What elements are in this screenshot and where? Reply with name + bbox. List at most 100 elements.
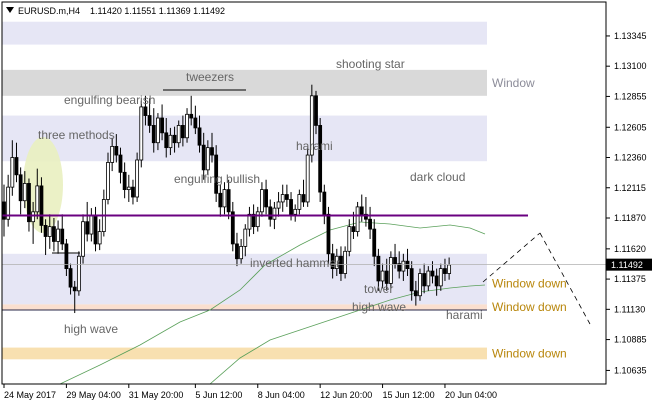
candle-body-bull bbox=[126, 186, 131, 191]
pattern-label: harami bbox=[296, 139, 333, 153]
candle-body-bull bbox=[418, 273, 422, 297]
pattern-label: engulfing bearish bbox=[64, 93, 155, 107]
candle bbox=[97, 219, 102, 251]
candle-body-bear bbox=[180, 125, 185, 139]
candle bbox=[297, 189, 302, 215]
candle-body-bull bbox=[280, 194, 285, 203]
plot-frame bbox=[1, 1, 607, 385]
candle bbox=[235, 232, 239, 267]
candle-body-bull bbox=[22, 183, 27, 202]
y-tick-label: 1.10635 bbox=[614, 365, 647, 375]
zone-band bbox=[2, 304, 487, 310]
candle-body-bull bbox=[426, 270, 431, 287]
candle-body-bear bbox=[201, 144, 206, 171]
candle bbox=[384, 258, 389, 291]
candle bbox=[43, 219, 48, 256]
candle-body-bear bbox=[230, 211, 235, 245]
candle-body-bull bbox=[205, 147, 210, 171]
candle bbox=[309, 84, 314, 163]
y-tick-label: 1.12605 bbox=[614, 122, 647, 132]
zone-label: Window down bbox=[492, 300, 567, 314]
candle bbox=[305, 147, 310, 207]
candle bbox=[284, 184, 289, 207]
candle-body-bear bbox=[85, 221, 90, 235]
candle bbox=[301, 179, 306, 207]
candle bbox=[293, 204, 298, 222]
candle-body-bear bbox=[60, 228, 65, 245]
candle-body-bull bbox=[388, 257, 393, 284]
candle bbox=[255, 206, 260, 232]
x-tick-label: 24 May 2017 bbox=[4, 390, 56, 400]
candle-body-bear bbox=[443, 268, 447, 274]
candle bbox=[180, 115, 185, 147]
current-price-box bbox=[606, 258, 652, 271]
candle bbox=[434, 268, 439, 296]
candle bbox=[122, 162, 127, 199]
candle bbox=[31, 201, 36, 244]
candle bbox=[6, 174, 11, 227]
candle bbox=[205, 140, 210, 175]
candle bbox=[197, 115, 202, 153]
candle-body-bull bbox=[135, 159, 140, 198]
candle bbox=[172, 126, 177, 153]
candle bbox=[164, 118, 169, 158]
candle-body-bear bbox=[218, 192, 223, 208]
candle bbox=[276, 192, 281, 217]
candle bbox=[189, 95, 194, 126]
candle-body-bear bbox=[413, 290, 418, 297]
candle-body-bull bbox=[276, 201, 281, 209]
pattern-label: dark cloud bbox=[410, 170, 465, 184]
candle-body-bear bbox=[151, 125, 156, 144]
candle-body-bull bbox=[447, 264, 452, 274]
candle-body-bear bbox=[214, 154, 219, 194]
candle-body-bear bbox=[322, 191, 327, 215]
candle-body-bear bbox=[301, 194, 306, 203]
candle bbox=[364, 197, 368, 227]
candle-body-bear bbox=[226, 189, 231, 213]
candle-body-bull bbox=[297, 194, 302, 210]
collapse-arrow-icon[interactable] bbox=[6, 7, 14, 13]
candle bbox=[35, 168, 40, 220]
candle-body-bull bbox=[272, 207, 277, 220]
candle bbox=[268, 199, 273, 227]
moving-average-layer bbox=[59, 221, 486, 385]
candle bbox=[93, 206, 98, 252]
current-price-label: 1.11492 bbox=[611, 260, 643, 270]
pattern-label: three methods bbox=[38, 128, 115, 142]
candle bbox=[39, 177, 44, 233]
ohlc-readout: 1.11420 1.11551 1.11369 1.11492 bbox=[90, 6, 225, 16]
moving-average-line bbox=[59, 221, 486, 385]
candle-body-bear bbox=[68, 268, 73, 288]
candle bbox=[10, 140, 15, 196]
candle-body-bear bbox=[43, 224, 48, 237]
candle-body-bull bbox=[47, 226, 52, 237]
candle bbox=[314, 90, 318, 135]
candle-body-bear bbox=[64, 243, 69, 269]
labels-layer: Window Window down Window down Window down t… bbox=[38, 57, 567, 360]
y-tick-label: 1.12855 bbox=[614, 91, 647, 101]
candle-body-bull bbox=[355, 206, 360, 232]
pattern-label: harami bbox=[446, 308, 483, 322]
candle bbox=[222, 182, 227, 215]
candle-body-bear bbox=[264, 189, 268, 208]
candle bbox=[101, 189, 106, 237]
pattern-label: high wave bbox=[64, 322, 118, 336]
candle bbox=[251, 204, 256, 235]
candle bbox=[380, 263, 385, 289]
candle-body-bear bbox=[430, 270, 435, 277]
candle-body-bull bbox=[243, 228, 248, 247]
candle-body-bear bbox=[2, 201, 6, 220]
candle-body-bear bbox=[409, 268, 414, 292]
candle bbox=[418, 268, 422, 301]
candle-body-bear bbox=[131, 186, 135, 198]
moving-average-slow-line bbox=[209, 284, 486, 385]
candle-body-bear bbox=[359, 206, 364, 215]
candle bbox=[64, 238, 69, 277]
candle bbox=[214, 145, 219, 202]
candle bbox=[114, 134, 119, 163]
candle-body-bear bbox=[268, 206, 273, 220]
candle-body-bear bbox=[284, 194, 289, 200]
candle-body-bear bbox=[14, 157, 19, 176]
